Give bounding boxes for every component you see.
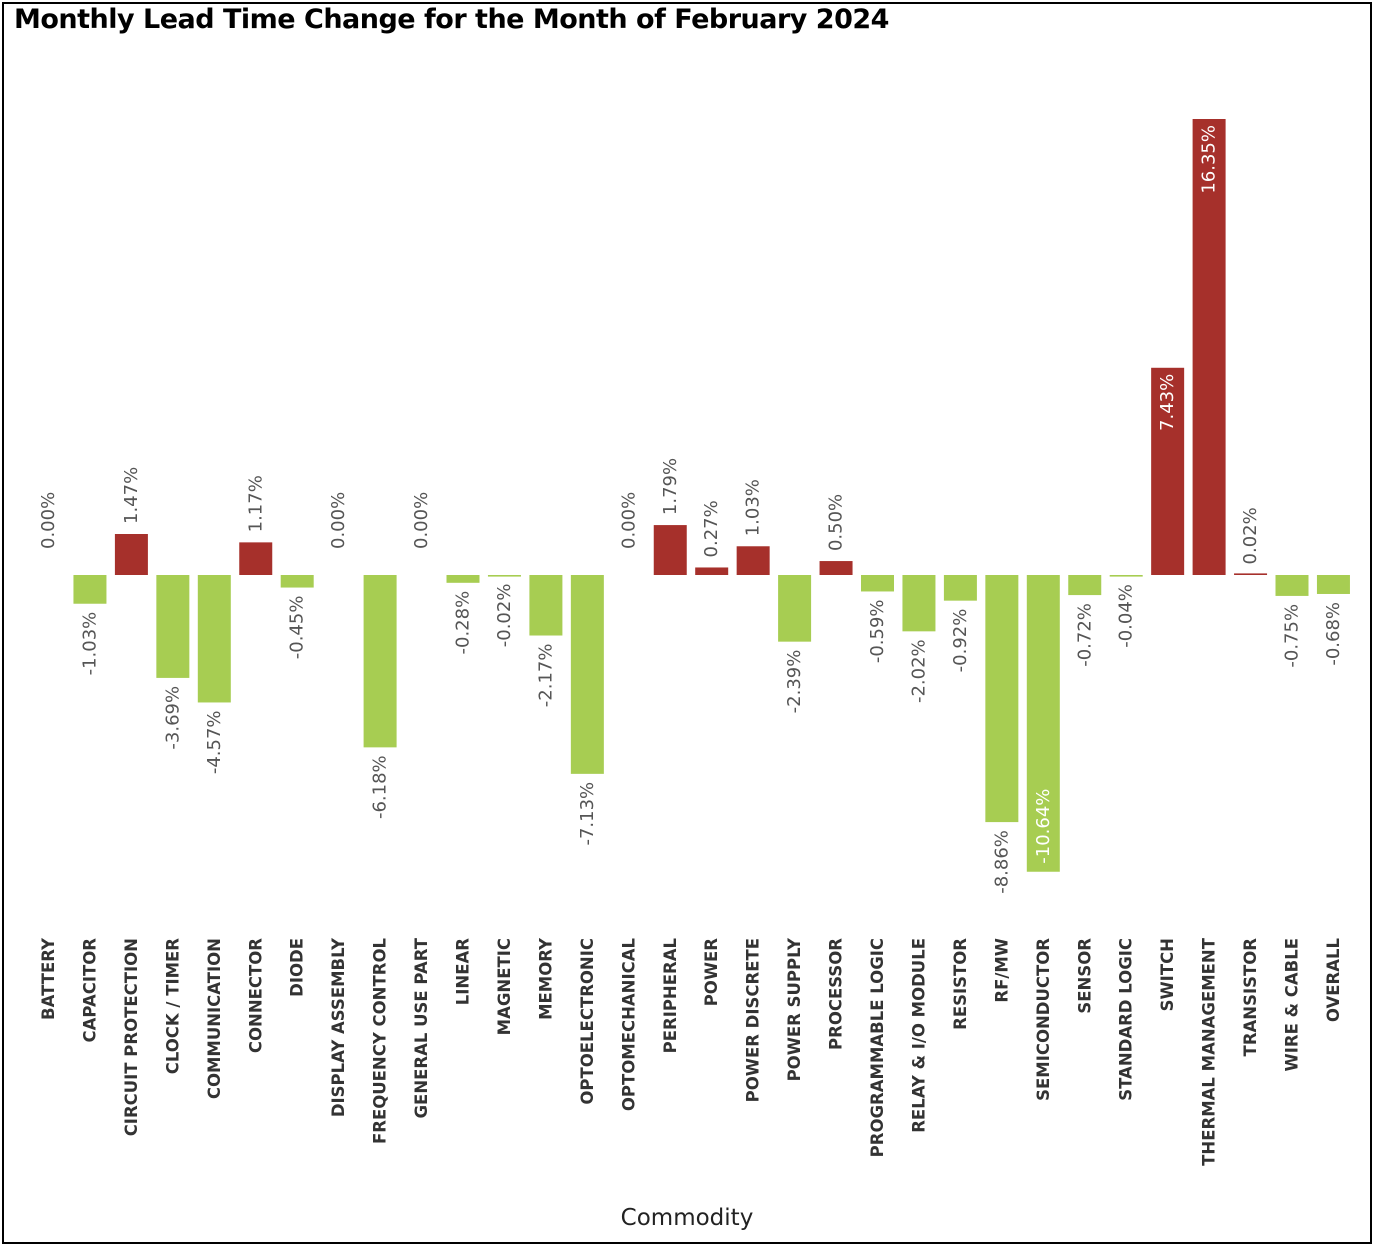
category-label-sensor: SENSOR [1075, 938, 1094, 1014]
bar-relay-i-o-module[interactable] [902, 575, 936, 632]
category-label-overall: OVERALL [1324, 938, 1343, 1023]
category-label-memory: MEMORY [536, 937, 555, 1020]
category-label-semiconductor: SEMICONDUCTOR [1034, 938, 1053, 1101]
bar-programmable-logic[interactable] [861, 575, 894, 592]
bar-peripheral[interactable] [653, 525, 687, 575]
category-label-diode: DIODE [288, 938, 307, 997]
value-label-diode: -0.45% [287, 596, 308, 660]
category-label-standard-logic: STANDARD LOGIC [1117, 938, 1136, 1101]
category-label-display-assembly: DISPLAY ASSEMBLY [329, 937, 348, 1117]
category-labels-group: BATTERY CAPACITOR CIRCUIT PROTECTION CLOCK … [39, 937, 1343, 1166]
category-label-capacitor: CAPACITOR [80, 938, 99, 1043]
bar-processor[interactable] [819, 561, 853, 575]
value-label-power: 0.27% [701, 500, 722, 557]
category-label-switch: SWITCH [1158, 938, 1177, 1011]
bar-memory[interactable] [529, 575, 563, 636]
value-label-thermal-management: 16.35% [1199, 125, 1220, 194]
bar-power-supply[interactable] [778, 575, 812, 642]
value-label-communication: -4.57% [204, 710, 225, 774]
bar-communication[interactable] [197, 575, 231, 703]
category-label-programmable-logic: PROGRAMMABLE LOGIC [868, 938, 887, 1157]
bar-power[interactable] [695, 567, 729, 575]
value-label-power-supply: -2.39% [784, 650, 805, 714]
value-label-frequency-control: -6.18% [370, 755, 391, 819]
category-label-power-supply: POWER SUPPLY [785, 937, 804, 1081]
bar-clock-timer[interactable] [156, 575, 190, 678]
category-label-peripheral: PERIPHERAL [661, 938, 680, 1054]
value-label-relay-i-o-module: -2.02% [908, 639, 929, 703]
bar-linear[interactable] [446, 575, 480, 583]
category-label-clock-timer: CLOCK / TIMER [163, 938, 182, 1075]
value-label-programmable-logic: -0.59% [867, 599, 888, 663]
bar-diode[interactable] [280, 575, 314, 588]
value-label-memory: -2.17% [535, 644, 556, 708]
bar-resistor[interactable] [943, 575, 977, 601]
value-label-optomechanical: 0.00% [618, 492, 639, 549]
bars-group [73, 119, 1350, 872]
value-label-display-assembly: 0.00% [328, 492, 349, 549]
value-label-power-discrete: 1.03% [743, 479, 764, 536]
category-label-battery: BATTERY [39, 937, 58, 1020]
value-label-semiconductor: -10.64% [1033, 789, 1054, 864]
value-label-magnetic: -0.02% [494, 584, 515, 648]
category-label-general-use-part: GENERAL USE PART [412, 937, 431, 1118]
category-label-relay-i-o-module: RELAY & I/O MODULE [909, 938, 928, 1133]
category-label-power-discrete: POWER DISCRETE [744, 938, 763, 1102]
x-axis-title: Commodity [620, 1205, 754, 1231]
bar-standard-logic[interactable] [1109, 575, 1143, 577]
value-label-battery: 0.00% [38, 492, 59, 549]
category-label-optoelectronic: OPTOELECTRONIC [578, 938, 597, 1105]
bar-optoelectronic[interactable] [570, 575, 604, 774]
value-label-connector: 1.17% [245, 475, 266, 532]
bar-connector[interactable] [239, 542, 273, 575]
value-label-linear: -0.28% [453, 591, 474, 655]
bar-frequency-control[interactable] [363, 575, 397, 748]
category-label-communication: COMMUNICATION [205, 938, 224, 1099]
value-labels-group: 0.00% -1.03% 1.47% -3.69% -4.57% 1.17% -0.45% 0… [38, 125, 1344, 894]
category-label-thermal-management: THERMAL MANAGEMENT [1200, 937, 1219, 1166]
value-label-peripheral: 1.79% [660, 458, 681, 515]
category-label-connector: CONNECTOR [246, 938, 265, 1053]
value-label-wire-cable: -0.75% [1282, 604, 1303, 668]
value-label-general-use-part: 0.00% [411, 492, 432, 549]
value-label-sensor: -0.72% [1074, 603, 1095, 667]
value-label-resistor: -0.92% [950, 609, 971, 673]
bar-magnetic[interactable] [487, 575, 521, 577]
bar-semiconductor[interactable] [1026, 575, 1060, 872]
bar-transistor[interactable] [1234, 573, 1268, 575]
bar-circuit-protection[interactable] [114, 534, 148, 575]
value-label-switch: 7.43% [1157, 374, 1178, 431]
value-label-clock-timer: -3.69% [162, 686, 183, 750]
value-label-circuit-protection: 1.47% [121, 467, 142, 524]
category-label-rf-mw: RF/MW [992, 938, 1011, 1003]
category-label-processor: PROCESSOR [827, 938, 846, 1050]
category-label-wire-cable: WIRE & CABLE [1283, 938, 1302, 1071]
bar-overall[interactable] [1316, 575, 1350, 594]
value-label-standard-logic: -0.04% [1116, 584, 1137, 648]
bar-rf-mw[interactable] [985, 575, 1019, 823]
bar-switch[interactable] [1151, 367, 1185, 575]
bar-capacitor[interactable] [73, 575, 107, 604]
bar-sensor[interactable] [1068, 575, 1102, 596]
category-label-power: POWER [702, 938, 721, 1007]
bar-power-discrete[interactable] [736, 546, 770, 575]
category-label-frequency-control: FREQUENCY CONTROL [371, 938, 390, 1144]
value-label-transistor: 0.02% [1240, 507, 1261, 564]
category-label-linear: LINEAR [454, 938, 473, 1006]
value-label-processor: 0.50% [826, 494, 847, 551]
category-label-resistor: RESISTOR [951, 938, 970, 1030]
bar-thermal-management[interactable] [1192, 119, 1226, 575]
value-label-optoelectronic: -7.13% [577, 782, 598, 846]
chart-title: Monthly Lead Time Change for the Month o… [14, 4, 889, 35]
value-label-rf-mw: -8.86% [991, 830, 1012, 894]
bar-wire-cable[interactable] [1275, 575, 1309, 596]
category-label-optomechanical: OPTOMECHANICAL [619, 938, 638, 1112]
category-label-circuit-protection: CIRCUIT PROTECTION [122, 938, 141, 1136]
category-label-transistor: TRANSISTOR [1241, 938, 1260, 1057]
value-label-overall: -0.68% [1323, 602, 1344, 666]
value-label-capacitor: -1.03% [79, 612, 100, 676]
category-label-magnetic: MAGNETIC [495, 938, 514, 1035]
